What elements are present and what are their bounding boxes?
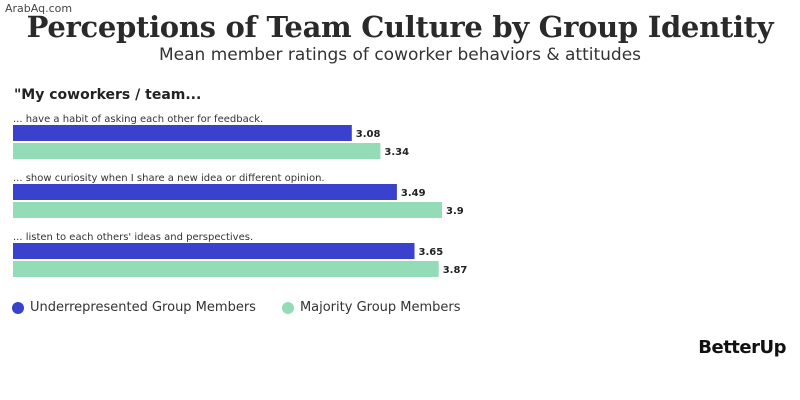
value-label: 3.34 (384, 147, 409, 158)
value-label: 3.9 (446, 206, 464, 217)
chart-title: Perceptions of Team Culture by Group Ide… (26, 10, 774, 44)
value-label: 3.87 (443, 265, 468, 276)
legend-swatch-majority (281, 301, 294, 314)
legend-item-majority: Majority Group Members (281, 300, 461, 315)
value-label: 3.08 (356, 129, 381, 140)
value-label: 3.65 (419, 247, 444, 258)
chart-subtitle: Mean member ratings of coworker behavior… (158, 45, 642, 65)
category-label: ... listen to each others' ideas and per… (13, 232, 253, 243)
bar-majority (13, 143, 381, 159)
legend-item-underrepresented: Underrepresented Group Members (12, 300, 256, 315)
question-prompt: "My coworkers / team... (14, 87, 202, 103)
legend-label-underrepresented: Underrepresented Group Members (30, 300, 256, 315)
legend: Underrepresented Group Members Majority … (12, 300, 487, 315)
bar-underrepresented (13, 184, 397, 200)
watermark: ArabAq.com (5, 2, 73, 15)
betterup-logo: BetterUp (698, 337, 786, 358)
bar-underrepresented (13, 125, 352, 141)
bar-majority (13, 261, 439, 277)
category-label: ... have a habit of asking each other fo… (13, 114, 263, 125)
legend-swatch-underrepresented (12, 301, 24, 314)
bar-underrepresented (13, 243, 415, 259)
value-label: 3.49 (401, 188, 426, 199)
legend-label-majority: Majority Group Members (299, 300, 461, 315)
bar-majority (13, 202, 442, 218)
category-label: ... show curiosity when I share a new id… (13, 173, 325, 184)
